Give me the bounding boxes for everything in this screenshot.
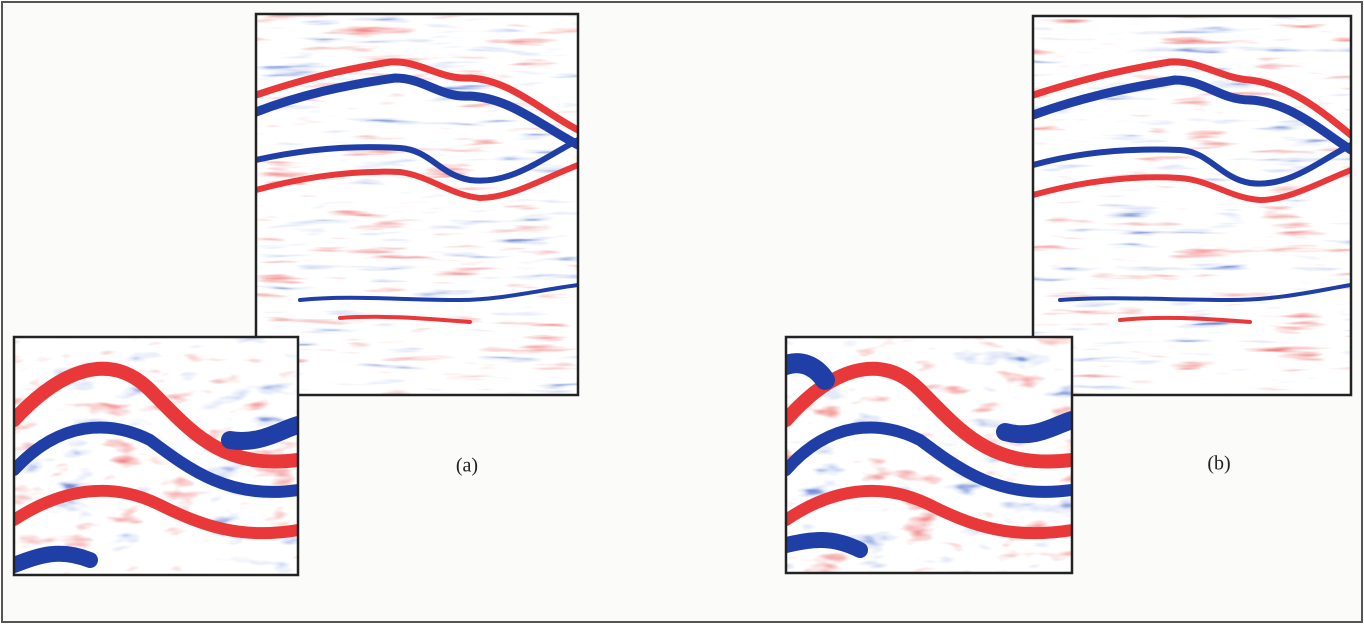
seismic-inset bbox=[786, 337, 1072, 573]
seismic-section bbox=[256, 14, 578, 395]
panel-label: (a) bbox=[456, 455, 478, 477]
panel-label: (b) bbox=[1207, 453, 1230, 475]
seismic-section bbox=[1033, 16, 1351, 395]
seismic-inset bbox=[14, 337, 298, 575]
figure: (a) (b) bbox=[0, 0, 1364, 624]
